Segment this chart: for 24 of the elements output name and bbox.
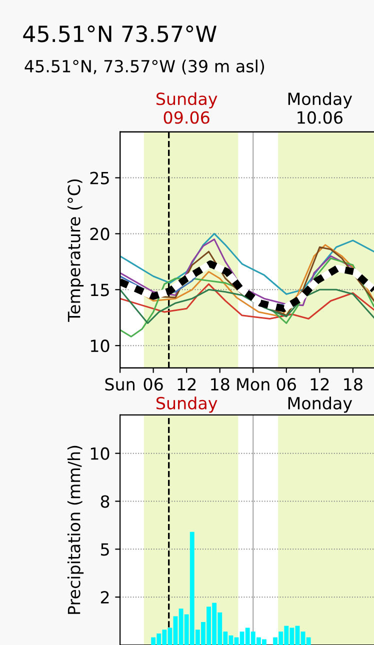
x-tick-label: 12 bbox=[310, 378, 329, 390]
x-tick-label: 18 bbox=[344, 378, 362, 391]
x-tick-label: 18 bbox=[211, 378, 230, 391]
x-tick-label: 06 bbox=[276, 378, 296, 391]
text: Sunday bbox=[156, 396, 218, 413]
chart-title: 45.51°N 73.57°W bbox=[23, 25, 216, 42]
x-tick-label: Mon bbox=[237, 378, 270, 391]
y-tick-label: 5 bbox=[101, 543, 109, 556]
y-axis-title: Temperature (°C) bbox=[67, 179, 84, 322]
y-tick-label: 25 bbox=[90, 172, 109, 184]
x2-tick-label: Sunday 09.06 bbox=[156, 92, 218, 124]
y-tick-label: 10 bbox=[90, 447, 110, 460]
y-tick-label: 8 bbox=[100, 495, 110, 508]
x-tick-label: Sun bbox=[105, 378, 134, 391]
y-axis-title: Precipitation (mm/h) bbox=[67, 446, 84, 614]
x-tick-label: 06 bbox=[144, 378, 163, 391]
x2-tick-label: Monday 10.06 bbox=[288, 92, 352, 124]
text: Monday bbox=[288, 396, 352, 413]
chart-subtitle: 45.51°N, 73.57°W (39 m asl) bbox=[24, 60, 264, 74]
y-tick-label: 15 bbox=[90, 284, 109, 296]
x-tick-label: 12 bbox=[178, 378, 196, 390]
y-tick-label: 10 bbox=[90, 340, 110, 352]
y-tick-label: 2 bbox=[100, 591, 109, 604]
y-tick-label: 20 bbox=[90, 228, 110, 240]
